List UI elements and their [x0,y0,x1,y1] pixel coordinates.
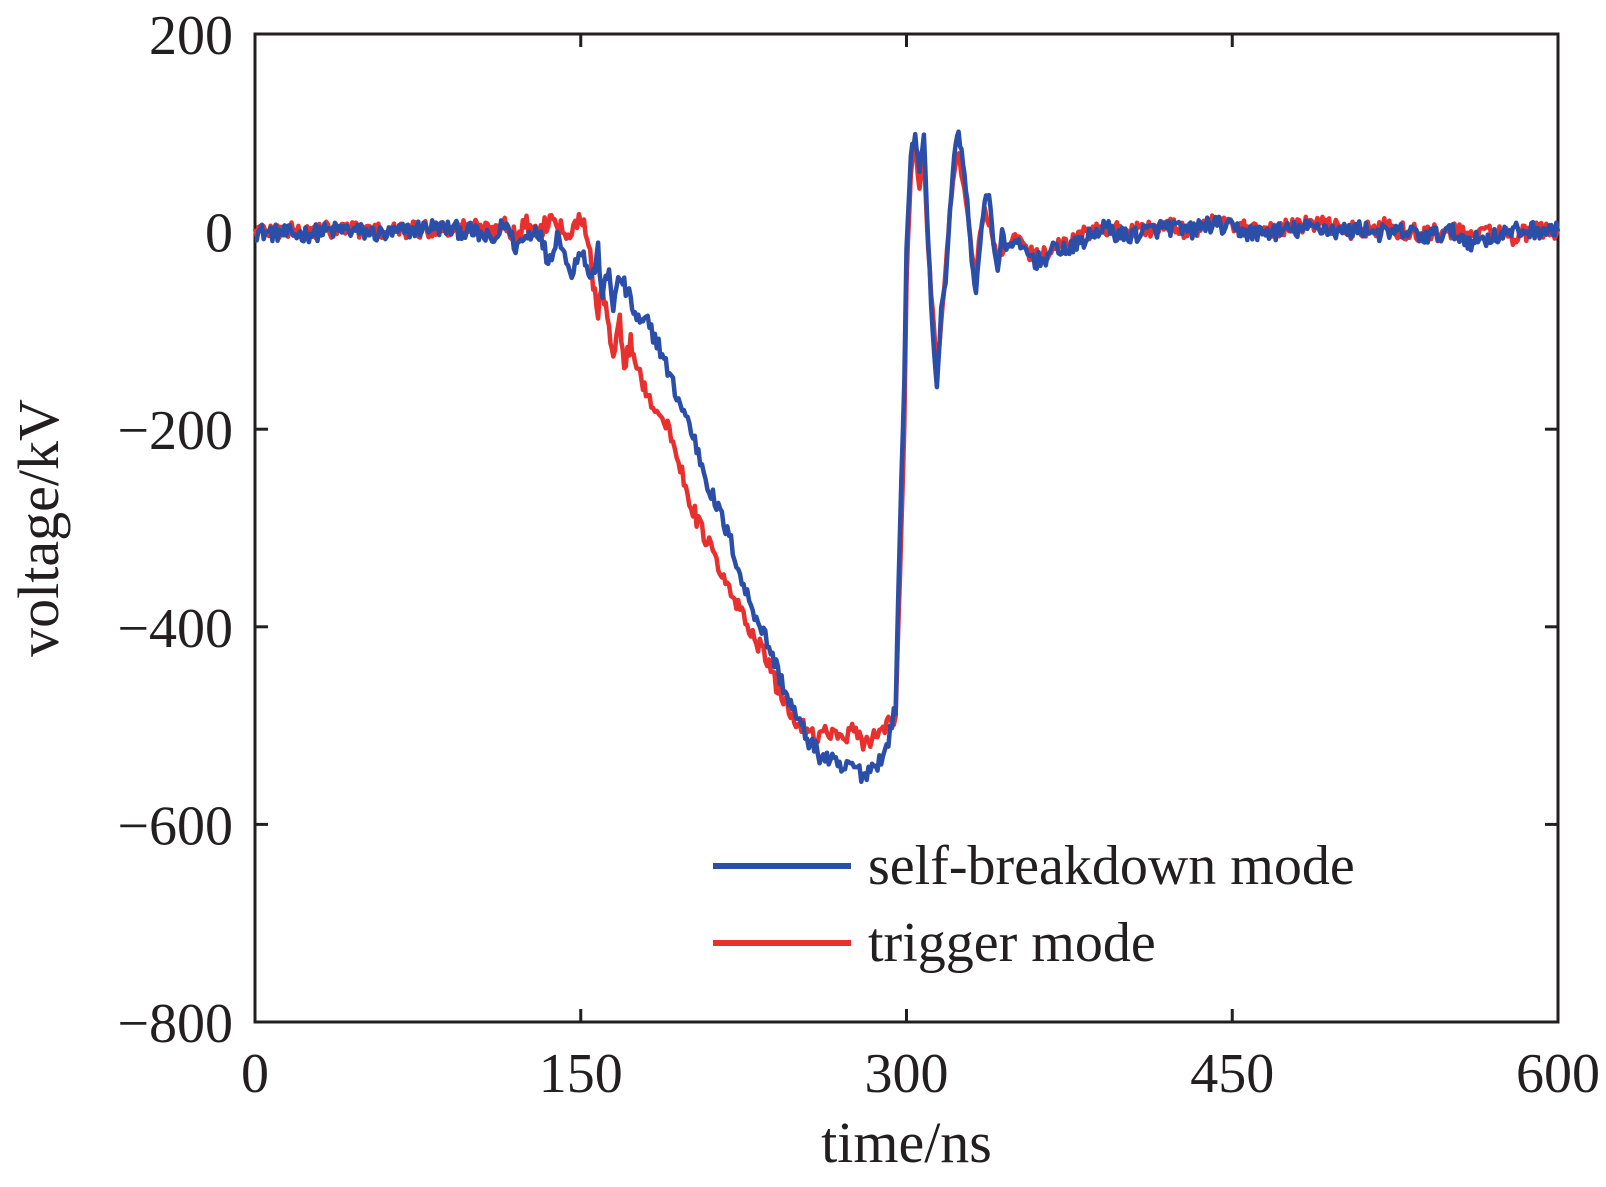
y-tick-label: 0 [205,203,233,265]
x-tick-label: 600 [1516,1043,1600,1105]
x-tick-label: 150 [539,1043,623,1105]
x-tick-label: 300 [865,1043,949,1105]
y-tick-label: −200 [117,400,233,462]
x-tick-label: 0 [241,1043,269,1105]
y-tick-labels: 200 0 −200 −400 −600 −800 [117,5,233,1055]
legend: self-breakdown mode trigger mode [713,835,1355,974]
x-tick-labels: 0 150 300 450 600 [241,1043,1600,1105]
x-axis-label: time/ns [821,1110,992,1175]
y-tick-label: −400 [117,598,233,660]
y-axis-label: voltage/kV [6,399,71,657]
y-tick-label: −800 [117,993,233,1055]
x-tick-label: 450 [1190,1043,1274,1105]
series-layer [252,129,1561,785]
y-tick-label: 200 [149,5,233,67]
legend-label-trigger: trigger mode [868,912,1156,974]
y-tick-label: −600 [117,795,233,857]
legend-label-self-breakdown: self-breakdown mode [868,835,1355,897]
series-line-self-breakdown [254,129,1561,785]
